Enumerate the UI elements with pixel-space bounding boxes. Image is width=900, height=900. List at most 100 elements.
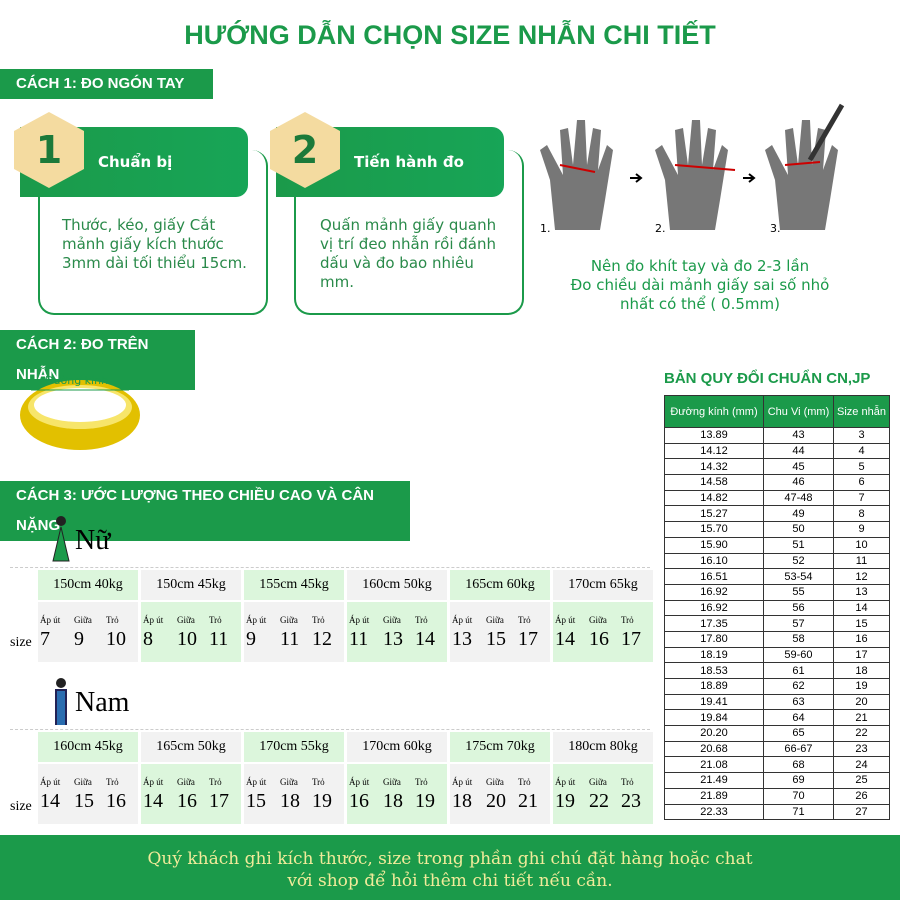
table-row: 22.33 71 27 [664,803,890,821]
size-cell: Áp út 19 Giữa 22 Trỏ 23 [553,764,653,824]
ring-size: 11 [280,628,300,650]
table-cell: 50 [762,521,835,538]
ring-size: 11 [349,628,369,650]
finger-label: Giữa [280,777,298,787]
col-size: Size nhẫn [833,395,890,428]
hand-label: 3. [770,222,781,235]
finger-label: Giữa [74,615,92,625]
table-cell: 14.82 [664,489,764,507]
table-cell: 24 [833,756,890,774]
ring-size: 17 [621,628,641,650]
note-line: Nên đo khít tay và đo 2-3 lần [590,257,810,275]
ring-size: 17 [518,628,538,650]
ring-size: 16 [106,790,126,812]
table-cell: 66-67 [762,740,835,758]
table-cell: 71 [762,803,835,821]
ring-size: 15 [246,790,266,812]
table-cell: 27 [833,803,890,821]
method3-label: CÁCH 3: ƯỚC LƯỢNG THEO CHIỀU CAO VÀ CÂN … [0,481,410,541]
finger-label: Trỏ [106,615,119,625]
table-cell: 14.58 [664,474,764,491]
female-size-group: Nữ size 150cm 40kg Áp út 7 Giữa 9 Trỏ 10 150cm 45… [0,515,660,665]
ring-size: 8 [143,628,153,650]
size-cell: Áp út 14 Giữa 15 Trỏ 16 [38,764,138,824]
table-cell: 69 [762,772,835,789]
finger-label: Áp út [452,615,473,625]
table-cell: 45 [762,458,835,476]
table-cell: 56 [762,599,835,617]
finger-label: Giữa [177,615,195,625]
group-name: Nữ [75,525,111,556]
ring-icon: Đường kính [20,374,140,450]
table-cell: 11 [833,552,890,570]
table-cell: 61 [762,662,835,679]
finger-label: Giữa [74,777,92,787]
height-weight-spec: 150cm 45kg [141,570,241,600]
table-cell: 55 [762,583,835,601]
table-cell: 16.92 [664,599,764,617]
finger-label: Trỏ [621,777,634,787]
finger-label: Giữa [383,615,401,625]
ring-size: 15 [74,790,94,812]
table-row: 19.41 63 20 [664,693,890,711]
table-cell: 68 [762,756,835,774]
table-cell: 3 [833,427,890,444]
size-cell: Áp út 9 Giữa 11 Trỏ 12 [244,602,344,662]
finger-label: Trỏ [518,777,531,787]
size-cell: Áp út 18 Giữa 20 Trỏ 21 [450,764,550,824]
divider [10,729,650,730]
female-figure-icon [52,516,70,562]
hand-icon [655,120,736,230]
ring-size: 7 [40,628,50,650]
hand-icon [540,120,613,230]
table-row: 21.08 68 24 [664,756,890,774]
table-cell: 18.53 [664,662,764,679]
table-cell: 19.41 [664,693,764,711]
height-weight-spec: 170cm 60kg [347,732,447,762]
size-cell: Áp út 14 Giữa 16 Trỏ 17 [141,764,241,824]
ring-size: 23 [621,790,641,812]
table-cell: 21.49 [664,772,764,789]
step1-text: Thước, kéo, giấy Cắt mảnh giấy kích thướ… [62,216,247,272]
footer-line: với shop để hỏi thêm chi tiết nếu cần. [287,871,613,891]
finger-label: Trỏ [415,615,428,625]
divider [10,567,650,568]
size-cell: Áp út 14 Giữa 16 Trỏ 17 [553,602,653,662]
table-row: 14.12 44 4 [664,442,890,460]
note-line: Đo chiều dài mảnh giấy sai số nhỏ [570,276,830,294]
table-cell: 59-60 [762,646,835,664]
table-row: 16.10 52 11 [664,552,890,570]
finger-label: Giữa [589,777,607,787]
table-cell: 4 [833,442,890,460]
size-cell: Áp út 8 Giữa 10 Trỏ 11 [141,602,241,662]
table-cell: 70 [762,787,835,805]
ring-size: 10 [177,628,197,650]
male-size-group: Nam size 160cm 45kg Áp út 14 Giữa 15 Trỏ 16 165cm… [0,677,660,827]
table-cell: 16.92 [664,583,764,601]
footer-line: Quý khách ghi kích thước, size trong phầ… [147,849,753,869]
table-cell: 21.89 [664,787,764,805]
table-row: 15.90 51 10 [664,536,890,554]
hand-measure-illustration: 1. 2. 3. [540,103,845,235]
table-row: 18.19 59-60 17 [664,646,890,664]
hand-label: 2. [655,222,666,235]
table-cell: 10 [833,536,890,554]
table-cell: 13 [833,583,890,601]
ring-size: 14 [415,628,435,650]
table-row: 17.35 57 15 [664,615,890,632]
table-cell: 47-48 [762,489,835,507]
table-row: 14.58 46 6 [664,474,890,491]
ring-size: 9 [246,628,256,650]
table-cell: 5 [833,458,890,476]
size-label: size [10,635,32,650]
step2-text: Quấn mảnh giấy quanh vị trí đeo nhẫn rồi… [320,216,497,291]
size-label: size [10,799,32,814]
table-cell: 15.27 [664,505,764,523]
method2-label: CÁCH 2: ĐO TRÊN NHẪN [0,330,195,390]
ring-size: 11 [209,628,229,650]
table-row: 16.92 56 14 [664,599,890,617]
table-row: 16.92 55 13 [664,583,890,601]
finger-label: Áp út [143,615,164,625]
table-row: 20.20 65 22 [664,725,890,742]
ring-size: 19 [312,790,332,812]
